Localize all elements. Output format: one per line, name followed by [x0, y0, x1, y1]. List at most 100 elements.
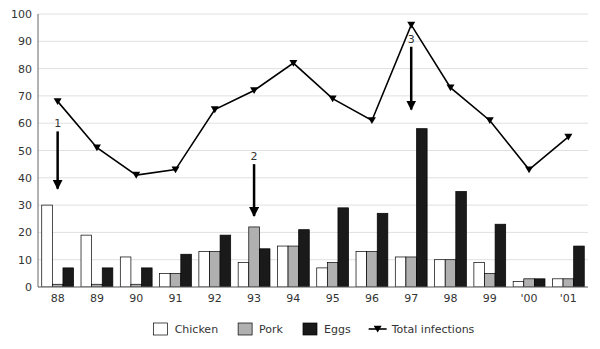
grid — [38, 14, 588, 287]
x-tick-label: 99 — [483, 292, 497, 305]
line — [58, 25, 569, 175]
bar — [199, 252, 210, 287]
bar — [42, 205, 53, 287]
grid-line — [38, 68, 588, 69]
grid-line — [38, 41, 588, 42]
line-marker — [525, 166, 533, 173]
bar — [574, 246, 585, 287]
bar — [513, 282, 524, 287]
x-tick-label: 93 — [247, 292, 261, 305]
legend-label: Eggs — [324, 323, 351, 336]
grid-line — [38, 287, 588, 288]
line-marker — [329, 95, 337, 102]
line-marker — [564, 134, 572, 141]
bar — [249, 227, 260, 287]
y-tick-label: 90 — [18, 35, 32, 48]
bar — [63, 268, 74, 287]
y-tick-label: 40 — [18, 172, 32, 185]
x-tick-label: 91 — [169, 292, 183, 305]
x-tick-label: '01 — [560, 292, 577, 305]
bar — [238, 262, 249, 287]
y-tick-label: 100 — [11, 8, 32, 21]
line-marker — [132, 172, 140, 179]
bar — [534, 279, 545, 287]
bar — [181, 254, 192, 287]
annotation-label: 1 — [54, 117, 61, 130]
legend-label: Chicken — [175, 323, 219, 336]
x-tick-label: 96 — [365, 292, 379, 305]
annotation-label: 3 — [408, 33, 415, 46]
line-marker — [368, 117, 376, 124]
line-marker — [289, 60, 297, 67]
y-axis — [38, 14, 39, 287]
bar — [367, 252, 378, 287]
x-tick-label: 92 — [208, 292, 222, 305]
x-tick-label: 88 — [51, 292, 65, 305]
line-marker — [93, 145, 101, 152]
legend-swatch — [154, 323, 168, 335]
grid-line — [38, 205, 588, 206]
bar — [552, 279, 563, 287]
chart: 0102030405060708090100123888990919293949… — [0, 0, 600, 349]
y-tick-label: 20 — [18, 226, 32, 239]
bar — [299, 230, 310, 287]
bar — [495, 224, 506, 287]
annotation-label: 2 — [251, 150, 258, 163]
legend-item: Eggs — [303, 323, 351, 336]
y-tick-label: 70 — [18, 90, 32, 103]
bar — [102, 268, 113, 287]
bar — [445, 260, 456, 287]
bar — [327, 262, 338, 287]
legend: Chicken Pork Eggs Total infections — [154, 323, 475, 336]
y-tick-label: 0 — [25, 281, 32, 294]
bar — [317, 268, 328, 287]
line-marker — [250, 87, 258, 94]
bar — [120, 257, 131, 287]
bar — [484, 273, 495, 287]
annotation-arrow — [56, 131, 59, 188]
bar — [435, 260, 446, 287]
y-tick-label: 10 — [18, 254, 32, 267]
bar — [170, 273, 181, 287]
x-tick-label: 95 — [326, 292, 340, 305]
bar — [417, 129, 428, 287]
bar — [160, 273, 171, 287]
grid-line — [38, 177, 588, 178]
bar — [524, 279, 535, 287]
grid-line — [38, 150, 588, 151]
legend-swatch — [238, 323, 252, 335]
bar — [456, 191, 467, 287]
bar — [142, 268, 153, 287]
bar — [474, 262, 485, 287]
bar — [395, 257, 406, 287]
bar — [406, 257, 417, 287]
annotation-arrow — [410, 47, 413, 110]
y-tick-label: 30 — [18, 199, 32, 212]
x-tick-label: 98 — [444, 292, 458, 305]
bar — [259, 249, 270, 287]
line-marker — [54, 98, 62, 105]
bar — [277, 246, 288, 287]
x-tick-label: 89 — [90, 292, 104, 305]
line-marker — [211, 106, 219, 113]
bar — [563, 279, 574, 287]
line-marker — [407, 22, 415, 29]
y-tick-label: 50 — [18, 145, 32, 158]
bar — [356, 252, 367, 287]
bar — [377, 213, 388, 287]
bar — [209, 252, 220, 287]
x-tick-label: 94 — [286, 292, 300, 305]
grid-line — [38, 123, 588, 124]
legend-swatch-marker — [374, 326, 382, 333]
legend-label: Total infections — [391, 323, 475, 336]
bar — [288, 246, 299, 287]
legend-label: Pork — [259, 323, 283, 336]
grid-line — [38, 14, 588, 15]
y-tick-label: 80 — [18, 63, 32, 76]
x-axis — [38, 287, 588, 288]
grid-line — [38, 95, 588, 96]
x-tick-label: 97 — [404, 292, 418, 305]
y-tick-label: 60 — [18, 117, 32, 130]
bar — [220, 235, 231, 287]
x-tick-label: '00 — [521, 292, 538, 305]
